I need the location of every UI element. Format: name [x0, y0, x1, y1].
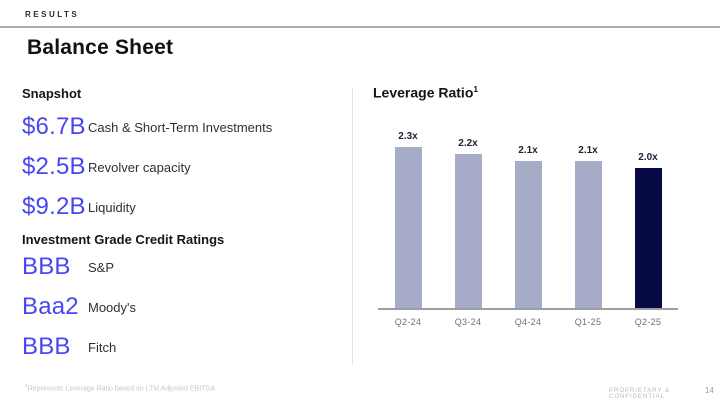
rating-row: Baa2 Moody's: [22, 287, 136, 327]
rating-agency-label: S&P: [88, 259, 115, 275]
chart-title-text: Leverage Ratio: [373, 84, 474, 101]
bar-value-label: 2.2x: [458, 138, 478, 149]
bar-column: 2.1x: [498, 145, 558, 308]
bar-column: 2.2x: [438, 138, 498, 308]
bar-value-label: 2.3x: [398, 131, 418, 142]
x-axis-labels: Q2-24 Q3-24 Q4-24 Q1-25 Q2-25: [378, 310, 678, 327]
page-title: Balance Sheet: [27, 36, 174, 59]
bar: [634, 168, 662, 308]
stat-value: $2.5B: [22, 153, 86, 180]
stat-label: Liquidity: [88, 199, 136, 215]
chart-bars: 2.3x 2.2x 2.1x 2.1x 2.0x: [378, 123, 678, 308]
section-divider: [352, 88, 353, 365]
rating-agency-label: Moody's: [88, 299, 137, 315]
snapshot-stats-list: $6.7B Cash & Short-Term Investments $2.5B R…: [22, 107, 272, 227]
rating-agency-label: Fitch: [88, 339, 117, 355]
header-divider: [0, 26, 720, 28]
ratings-heading: Investment Grade Credit Ratings: [22, 232, 225, 247]
rating-value: Baa2: [22, 293, 79, 320]
bar: [394, 147, 422, 308]
rating-row: BBB S&P: [22, 247, 136, 287]
page-number: 14: [705, 386, 714, 395]
x-axis-line: [378, 308, 678, 310]
footnote-superscript: 1: [25, 384, 28, 389]
x-axis-label: Q4-24: [514, 317, 542, 327]
ratings-list: BBB S&P Baa2 Moody's BBB Fitch: [22, 247, 136, 367]
stat-value: $6.7B: [22, 113, 86, 140]
stat-label: Cash & Short-Term Investments: [88, 119, 273, 135]
chart-title: Leverage Ratio1: [373, 84, 478, 101]
bar: [574, 161, 602, 308]
confidential-label: PROPRIETARY & CONFIDENTIAL: [609, 388, 671, 400]
bar: [454, 154, 482, 308]
x-axis-label: Q2-25: [634, 317, 662, 327]
leverage-ratio-chart: 2.3x 2.2x 2.1x 2.1x 2.0x Q2-24 Q3-24 Q4-24 Q1-2…: [378, 123, 678, 327]
x-axis-label: Q2-24: [394, 317, 422, 327]
bar-value-label: 2.1x: [518, 145, 538, 156]
bar-column: 2.1x: [558, 145, 618, 308]
rating-value: BBB: [22, 333, 71, 360]
stat-row: $9.2B Liquidity: [22, 187, 272, 227]
x-axis-label: Q1-25: [574, 317, 602, 327]
x-axis-label: Q3-24: [454, 317, 482, 327]
chart-title-superscript: 1: [473, 84, 479, 94]
rating-value: BBB: [22, 253, 71, 280]
stat-label: Revolver capacity: [88, 159, 191, 175]
footnote: 1Represents Leverage Ratio based on LTM …: [25, 384, 215, 392]
bar-value-label: 2.0x: [638, 152, 658, 163]
footnote-text: Represents Leverage Ratio based on LTM A…: [27, 385, 216, 393]
stat-row: $6.7B Cash & Short-Term Investments: [22, 107, 272, 147]
rating-row: BBB Fitch: [22, 327, 136, 367]
stat-value: $9.2B: [22, 193, 86, 220]
bar-column: 2.0x: [618, 152, 678, 308]
stat-row: $2.5B Revolver capacity: [22, 147, 272, 187]
eyebrow-label: RESULTS: [25, 10, 80, 19]
snapshot-heading: Snapshot: [22, 86, 82, 101]
bar-column: 2.3x: [378, 131, 438, 308]
bar-value-label: 2.1x: [578, 145, 598, 156]
bar: [514, 161, 542, 308]
